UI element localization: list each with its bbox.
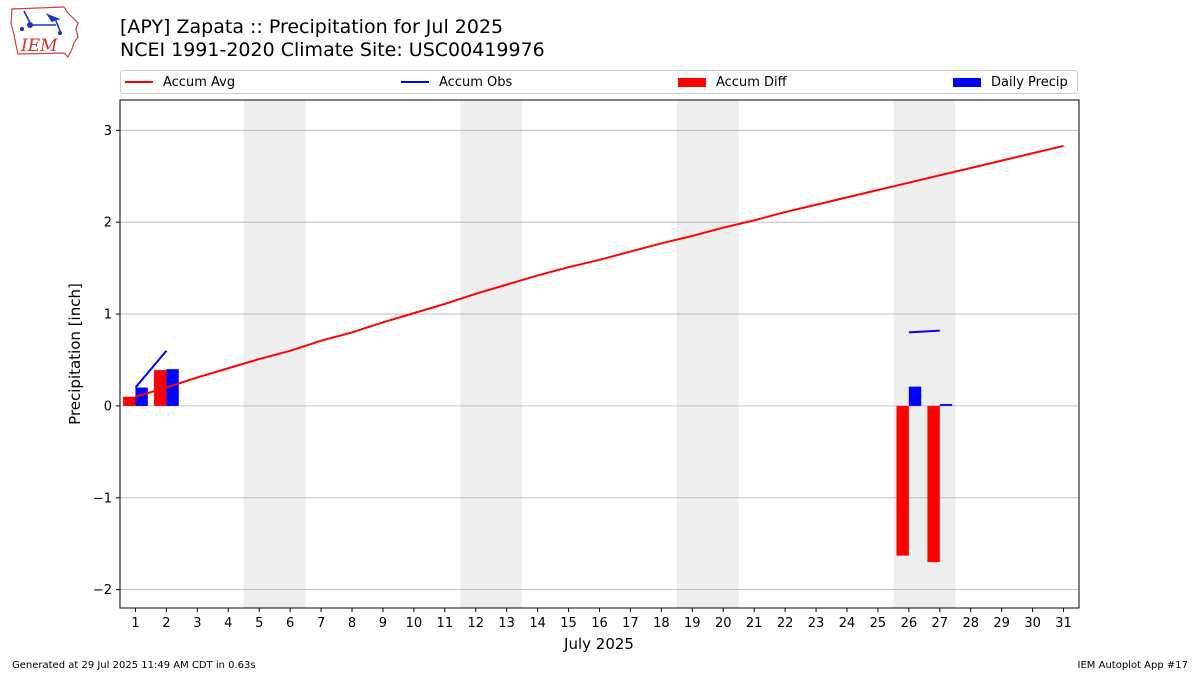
x-tick-label: 26 — [901, 616, 918, 631]
x-tick-label: 8 — [348, 616, 356, 631]
x-tick-label: 6 — [286, 616, 294, 631]
x-tick-label: 7 — [317, 616, 325, 631]
weekend-band — [460, 100, 523, 608]
logo-text: IEM — [20, 36, 58, 56]
x-tick-label: 31 — [1055, 616, 1072, 631]
x-tick-label: 10 — [406, 616, 423, 631]
x-tick-label: 21 — [746, 616, 763, 631]
chart-title: [APY] Zapata :: Precipitation for Jul 20… — [120, 16, 504, 38]
weekend-shading — [243, 100, 956, 608]
daily-precip-bar — [939, 404, 953, 406]
x-tick-label: 15 — [560, 616, 577, 631]
weather-station-icon — [19, 10, 63, 36]
x-tick-label: 14 — [529, 616, 546, 631]
legend-swatch — [678, 77, 706, 87]
x-tick-label: 25 — [870, 616, 887, 631]
y-tick-label: 1 — [104, 308, 112, 323]
x-tick-label: 4 — [224, 616, 232, 631]
y-tick-label: −2 — [93, 583, 112, 598]
x-tick-label: 9 — [379, 616, 387, 631]
y-tick-label: 0 — [104, 399, 112, 414]
legend-label: Accum Obs — [439, 74, 513, 90]
accum-obs-line — [908, 329, 940, 334]
y-axis-label: Precipitation [inch] — [66, 283, 84, 425]
weekend-band — [676, 100, 739, 608]
x-tick-label: 3 — [193, 616, 201, 631]
x-tick-label: 16 — [591, 616, 608, 631]
legend-swatch — [125, 81, 153, 83]
accum-avg-line — [135, 144, 1064, 398]
x-tick-label: 28 — [962, 616, 979, 631]
x-axis-label: July 2025 — [563, 635, 634, 653]
x-tick-label: 13 — [498, 616, 515, 631]
legend-swatch — [953, 77, 981, 87]
accum-diff-bar — [123, 396, 136, 406]
x-tick-label: 19 — [684, 616, 701, 631]
legend-swatch — [401, 81, 429, 83]
x-tick-label: 2 — [162, 616, 170, 631]
x-tick-label: 20 — [715, 616, 732, 631]
accum-diff-bar — [154, 370, 167, 406]
accum-diff-bar — [896, 405, 909, 556]
bars — [123, 369, 953, 563]
x-tick-label: 12 — [467, 616, 484, 631]
legend-item-accum-avg: Accum Avg — [125, 71, 235, 93]
lines — [134, 144, 1064, 398]
y-tick-label: 2 — [104, 216, 112, 231]
x-tick-label: 1 — [131, 616, 139, 631]
x-tick-label: 17 — [622, 616, 639, 631]
legend-item-daily-precip: Daily Precip — [953, 71, 1068, 93]
accum-obs-line — [134, 350, 168, 389]
chart-subtitle: NCEI 1991-2020 Climate Site: USC00419976 — [120, 39, 545, 61]
x-tick-label: 11 — [437, 616, 454, 631]
y-tick-label: 3 — [104, 124, 112, 139]
legend-label: Daily Precip — [991, 74, 1068, 90]
legend: Accum Avg Accum Obs Accum Diff Daily Pre… — [120, 70, 1078, 94]
accum-diff-bar — [927, 405, 940, 563]
x-tick-label: 29 — [993, 616, 1010, 631]
x-tick-label: 23 — [808, 616, 825, 631]
footer-generated: Generated at 29 Jul 2025 11:49 AM CDT in… — [12, 660, 256, 671]
daily-precip-bar — [166, 369, 179, 406]
y-tick-label: −1 — [93, 491, 112, 506]
x-tick-label: 22 — [777, 616, 794, 631]
x-tick-label: 24 — [839, 616, 856, 631]
x-tick-label: 5 — [255, 616, 263, 631]
iem-logo: IEM — [10, 6, 79, 59]
daily-precip-bar — [908, 386, 922, 406]
x-tick-label: 18 — [653, 616, 670, 631]
x-tick-label: 30 — [1024, 616, 1041, 631]
footer-app: IEM Autoplot App #17 — [1077, 660, 1188, 671]
legend-label: Accum Diff — [716, 74, 787, 90]
x-tick-label: 27 — [932, 616, 949, 631]
legend-item-accum-obs: Accum Obs — [401, 71, 512, 93]
daily-precip-bar — [135, 387, 148, 406]
legend-label: Accum Avg — [163, 74, 236, 90]
legend-item-accum-diff: Accum Diff — [678, 71, 787, 93]
